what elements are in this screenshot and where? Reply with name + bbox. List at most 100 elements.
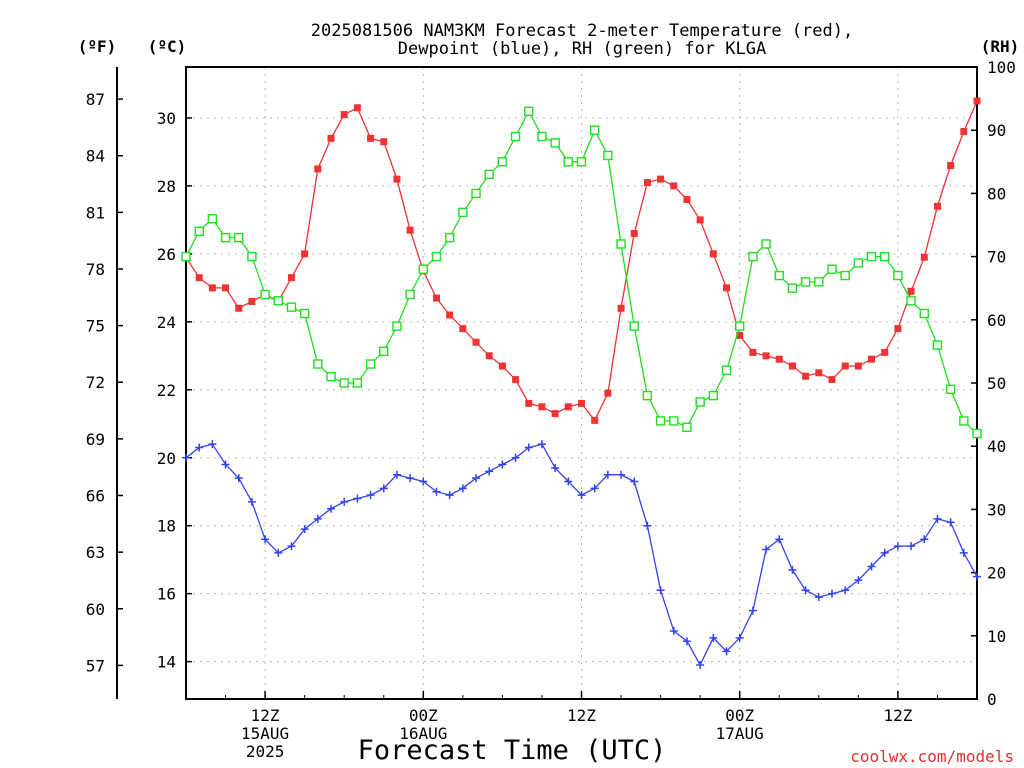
dewpoint-marker [208,440,217,449]
rh-marker [655,416,666,426]
temperature-marker [854,362,862,370]
fahrenheit-tick-label: 69 [86,430,105,449]
dewpoint-marker [748,606,757,615]
temperature-marker [301,250,309,258]
temperature-marker [815,369,823,377]
dewpoint-marker [313,514,322,523]
rh-marker [247,251,257,262]
rh-tick-label: 90 [987,121,1006,140]
celsius-tick-label: 18 [157,517,176,536]
dewpoint-marker [327,504,336,513]
temperature-marker [578,399,585,407]
temperature-marker [973,97,981,105]
dewpoint-marker [643,521,652,530]
temperature-marker [195,274,203,282]
rh-marker [721,365,732,376]
celsius-tick-label: 22 [157,381,176,400]
temperature-marker [683,196,691,204]
dewpoint-marker [827,589,836,598]
rh-series [181,106,982,439]
temperature-marker [222,284,230,292]
dewpoint-marker [893,542,902,551]
dewpoint-marker [551,463,560,472]
dewpoint-marker [630,477,639,486]
dewpoint-marker [247,497,256,506]
series-group [181,97,982,670]
rh-marker [392,321,402,331]
dewpoint-marker [577,491,586,500]
temperature-marker [907,287,915,295]
temperature-marker [538,403,546,411]
temperature-marker [762,352,770,360]
dewpoint-marker [801,586,810,595]
rh-marker [326,371,336,382]
dewpoint-marker [274,548,283,557]
dewpoint-line [185,443,978,667]
rh-marker [589,125,600,135]
temperature-marker [485,352,493,360]
time-tick-label: 17AUG [716,724,764,743]
temperature-marker [933,202,941,210]
rh-marker [945,384,956,395]
dewpoint-marker [617,470,626,479]
dewpoint-marker [353,494,362,503]
rh-marker [853,258,864,268]
temperature-marker [327,134,335,142]
rh-marker [220,232,231,243]
dewpoint-marker [287,542,296,551]
rh-marker [418,264,428,274]
temperature-marker [314,165,322,173]
dewpoint-marker [261,535,270,544]
temperature-marker [643,179,651,187]
dewpoint-marker [656,586,665,595]
rh-marker [774,270,784,281]
credit-label: coolwx.com/models [850,747,1014,766]
dewpoint-marker [669,627,678,636]
dewpoint-marker [709,633,718,642]
chart-title-line-2: Dewpoint (blue), RH (green) for KLGA [398,39,766,59]
dewpoint-marker [696,661,705,670]
fahrenheit-tick-label: 87 [86,90,105,109]
rh-marker [497,157,508,167]
dewpoint-marker [472,474,481,483]
dewpoint-marker [406,474,415,483]
dewpoint-marker [392,470,401,479]
dewpoint-marker [221,460,230,469]
rh-tick-label: 10 [987,627,1006,646]
rh-marker [313,359,323,369]
rh-marker [629,321,639,331]
rh-marker [827,264,837,274]
rh-marker [642,390,653,401]
rh-marker [972,428,982,439]
dewpoint-marker [458,484,467,493]
fahrenheit-tick-label: 66 [86,487,105,506]
rh-marker [563,157,574,167]
rh-marker [339,378,349,388]
dewpoint-marker [603,470,612,479]
temperature-marker [802,372,810,380]
fahrenheit-tick-label: 75 [86,317,105,336]
temperature-marker [564,403,572,411]
rh-marker [365,359,376,369]
dewpoint-marker [590,484,599,493]
rh-marker [959,416,969,426]
rh-marker [431,251,442,262]
celsius-tick-label: 28 [157,177,176,196]
dewpoint-marker [959,548,968,557]
fahrenheit-tick-label: 63 [86,543,105,562]
rh-tick-label: 50 [987,374,1006,393]
rh-marker [893,270,903,281]
temperature-marker [920,253,928,261]
rh-marker [932,340,943,350]
rh-marker [379,346,389,357]
temperature-marker [248,297,256,305]
rh-marker [260,289,270,300]
temperature-marker [696,216,704,224]
fahrenheit-tick-label: 78 [86,260,105,279]
dewpoint-marker [182,453,190,462]
dewpoint-marker [880,548,889,557]
rh-marker [234,232,244,243]
rh-marker [273,296,283,306]
rh-marker [682,422,692,432]
